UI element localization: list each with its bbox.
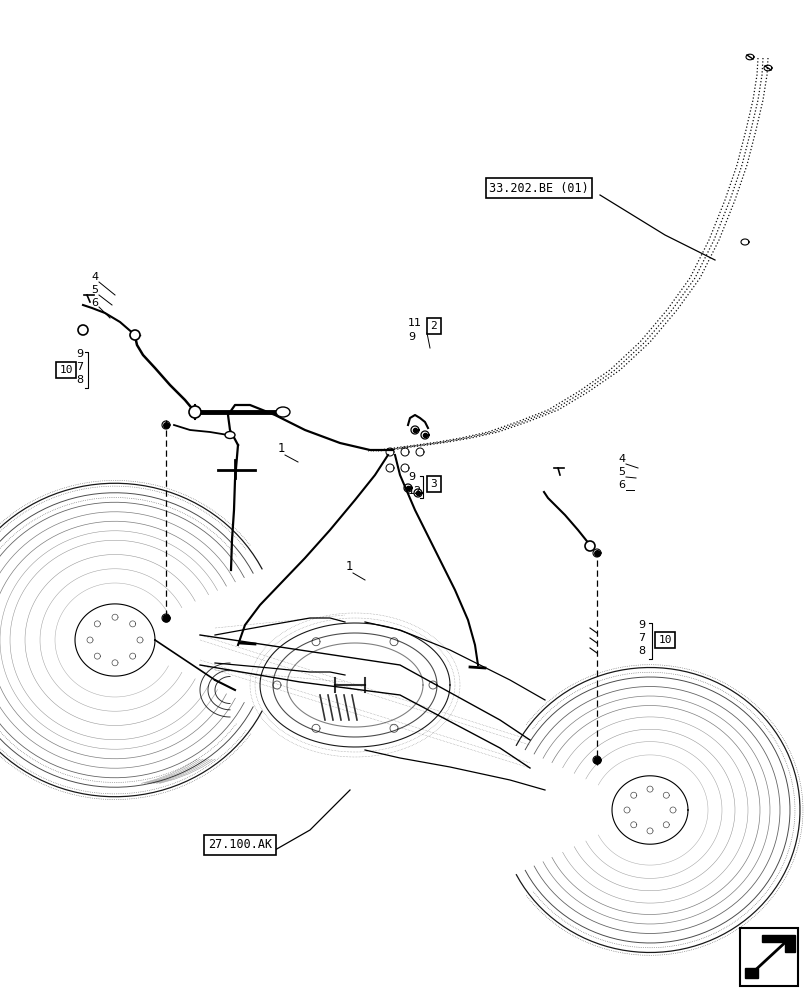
Text: 9: 9 <box>407 472 414 482</box>
Text: 12: 12 <box>407 486 422 496</box>
Text: 7: 7 <box>76 362 83 372</box>
Text: 10: 10 <box>658 635 671 645</box>
Text: 33.202.BE (01): 33.202.BE (01) <box>488 182 588 195</box>
Text: 6: 6 <box>617 480 624 490</box>
Text: 8: 8 <box>76 375 83 385</box>
Polygon shape <box>744 968 757 978</box>
Ellipse shape <box>225 432 234 438</box>
Text: 5: 5 <box>91 285 98 295</box>
Text: 2: 2 <box>430 321 437 331</box>
Text: 1: 1 <box>345 560 353 573</box>
Text: 4: 4 <box>617 454 624 464</box>
Text: 9: 9 <box>637 620 644 630</box>
Text: 9: 9 <box>407 332 414 342</box>
Ellipse shape <box>130 330 139 340</box>
Bar <box>739 928 797 986</box>
Text: 7: 7 <box>637 633 644 643</box>
Text: 9: 9 <box>76 349 83 359</box>
Text: 3: 3 <box>430 479 437 489</box>
Ellipse shape <box>276 407 290 417</box>
Text: 4: 4 <box>91 272 98 282</box>
Text: 5: 5 <box>617 467 624 477</box>
Text: 1: 1 <box>277 442 285 455</box>
Text: 6: 6 <box>91 298 98 308</box>
Polygon shape <box>761 935 794 952</box>
Ellipse shape <box>189 406 201 418</box>
Ellipse shape <box>584 541 594 551</box>
Text: 10: 10 <box>59 365 73 375</box>
Text: 8: 8 <box>637 646 644 656</box>
Ellipse shape <box>78 325 88 335</box>
Text: 11: 11 <box>407 318 422 328</box>
Text: 27.100.AK: 27.100.AK <box>208 838 272 851</box>
